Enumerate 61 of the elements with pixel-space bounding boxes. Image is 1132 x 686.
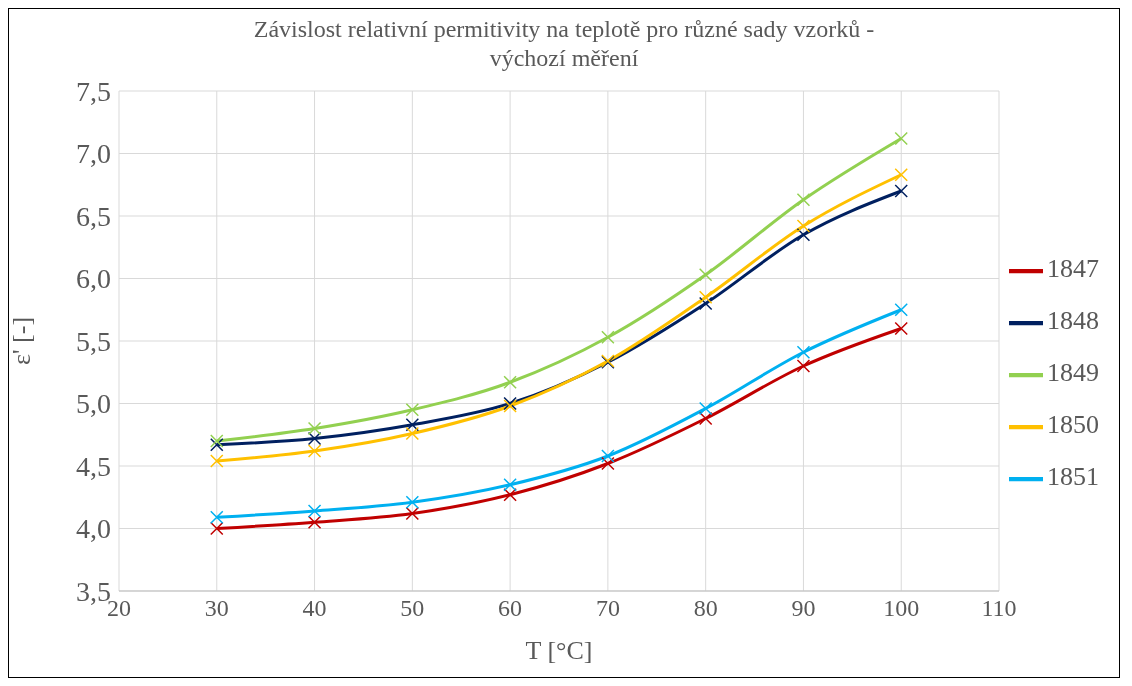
point	[210, 438, 224, 452]
point	[405, 403, 420, 417]
legend-label: 1849	[1047, 358, 1099, 387]
point	[698, 296, 713, 311]
x-tick-label: 110	[981, 595, 1017, 622]
x-tick-label: 60	[498, 595, 523, 622]
point	[894, 168, 908, 182]
point	[894, 131, 908, 146]
y-tick-label: 5,5	[76, 325, 111, 357]
x-tick-label: 40	[302, 595, 327, 622]
point	[894, 184, 908, 198]
point	[698, 290, 713, 304]
point	[405, 495, 420, 509]
x-tick-label: 80	[693, 595, 718, 622]
x-tick-label: 70	[595, 595, 620, 622]
point	[405, 418, 420, 432]
legend-label: 1848	[1047, 306, 1099, 335]
x-tick-label: 100	[883, 595, 920, 622]
point	[405, 506, 420, 521]
point	[796, 219, 811, 233]
y-tick-label: 5,0	[76, 388, 111, 420]
point	[894, 303, 908, 317]
x-tick-label: 90	[791, 595, 816, 622]
point	[307, 515, 322, 529]
y-tick-label: 7,5	[76, 75, 111, 107]
y-tick-label: 4,5	[76, 450, 111, 482]
y-tick-label: 4,0	[76, 513, 111, 545]
y-tick-label: 7,0	[76, 138, 111, 170]
point	[405, 426, 420, 441]
point	[601, 330, 615, 344]
point	[210, 434, 224, 448]
point	[698, 268, 713, 282]
point	[210, 510, 224, 524]
y-tick-label: 6,5	[76, 200, 111, 232]
point	[796, 345, 811, 359]
point	[503, 488, 517, 502]
point	[796, 193, 811, 207]
x-tick-label: 50	[400, 595, 425, 622]
point	[307, 421, 322, 436]
point	[601, 456, 615, 471]
point	[307, 431, 322, 446]
y-tick-label: 6,0	[76, 263, 111, 295]
point	[210, 454, 224, 468]
chart-title: Závislost relativní permitivity na teplotě pro různé sady vzorků - výchozí měření	[252, 15, 876, 73]
point	[503, 478, 517, 492]
y-axis-title: ε' [-]	[7, 316, 37, 366]
legend-label: 1850	[1047, 410, 1099, 439]
legend-label: 1847	[1047, 254, 1099, 283]
point	[796, 228, 811, 242]
point	[503, 375, 517, 389]
legend-label: 1851	[1047, 462, 1099, 491]
point	[307, 504, 322, 518]
point	[698, 401, 713, 416]
x-tick-label: 30	[204, 595, 229, 622]
point	[601, 449, 615, 463]
point	[210, 521, 224, 536]
point	[307, 444, 322, 458]
x-axis-title: T [°C]	[525, 636, 593, 665]
point	[796, 359, 811, 373]
point	[698, 411, 713, 426]
point	[894, 321, 908, 336]
